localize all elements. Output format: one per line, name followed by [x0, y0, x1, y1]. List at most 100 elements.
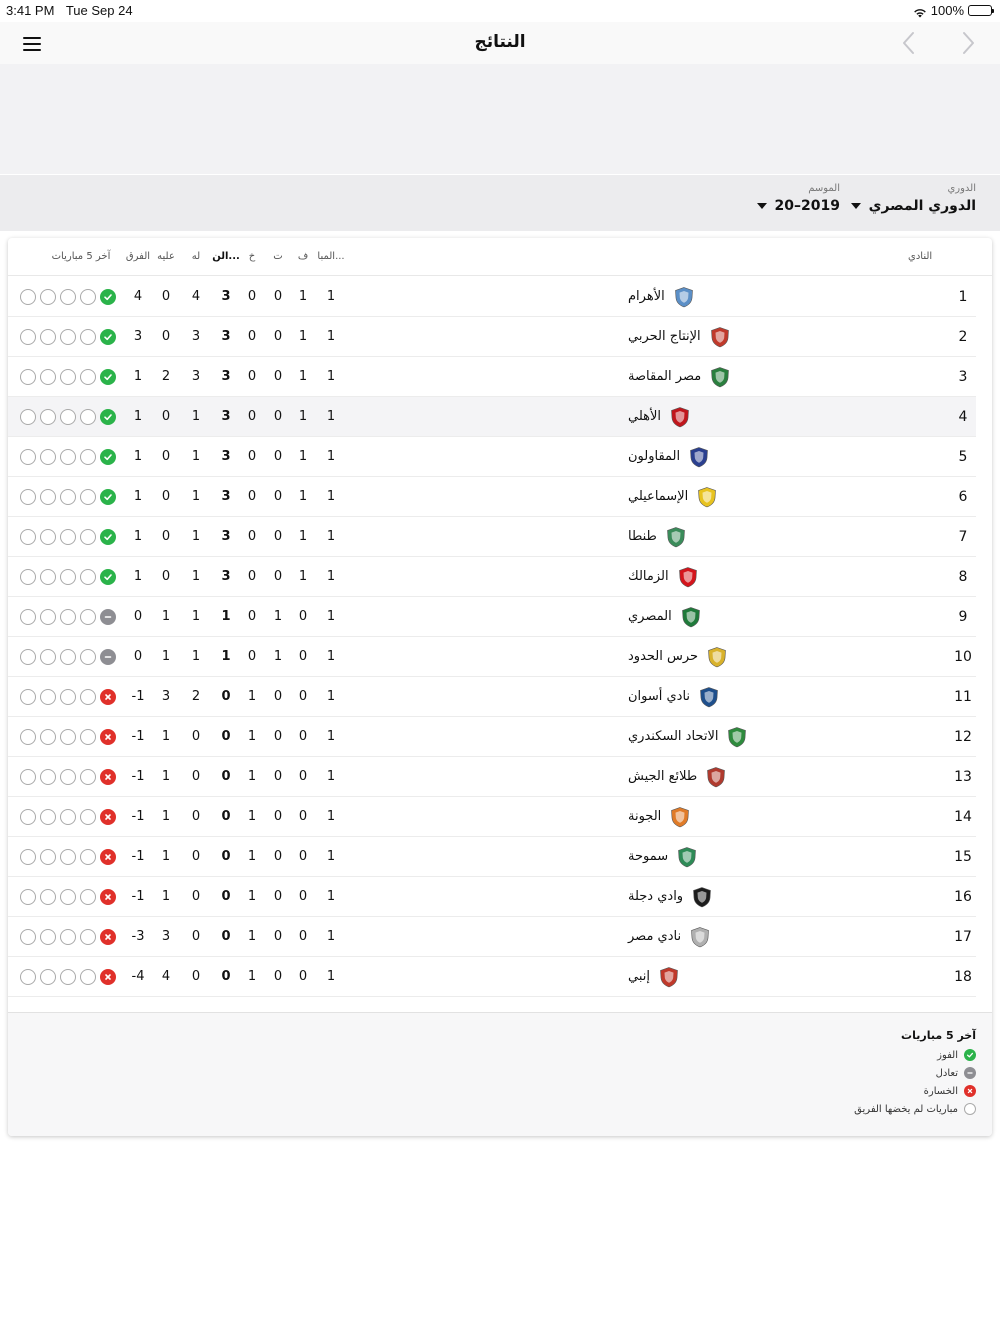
losses: 1: [247, 689, 257, 704]
al-ittihad-logo-icon: [726, 726, 748, 748]
header-goals-against: عليه: [157, 251, 175, 262]
status-bar: 3:41 PM Tue Sep 24 100%: [0, 0, 1000, 22]
not-played-icon: [60, 968, 76, 985]
not-played-icon: [40, 408, 56, 425]
team-name: سموحة: [628, 849, 669, 864]
header-goal-difference: الفرق: [125, 251, 151, 262]
league-label: الدوري: [947, 183, 976, 194]
win-icon: [100, 408, 116, 425]
team-name: الأهرام: [628, 289, 665, 304]
wins: 1: [298, 489, 308, 504]
goals-against: 0: [161, 489, 171, 504]
not-played-icon: [40, 888, 56, 905]
table-row[interactable]: 1 1 1 0 0 3 4 0 4 الأهرام: [8, 277, 976, 317]
win-icon: [100, 488, 116, 505]
table-row[interactable]: 8 1 1 0 0 3 1 0 1 الزمالك: [8, 557, 976, 597]
team-cell: المصري: [628, 597, 928, 636]
matches-played: 1: [326, 609, 336, 624]
tala-ea-el-gaish-logo-icon: [705, 766, 727, 788]
loss-icon: [100, 968, 116, 985]
league-selector[interactable]: الدوري الدوري المصري: [850, 183, 976, 214]
table-row[interactable]: 17 1 0 0 1 0 0 3 -3 نادي مصر: [8, 917, 976, 957]
losses: 1: [247, 849, 257, 864]
table-row[interactable]: 12 1 0 0 1 0 0 1 -1 الاتحاد السكندري: [8, 717, 976, 757]
not-played-icon: [40, 528, 56, 545]
matches-played: 1: [326, 809, 336, 824]
not-played-icon: [80, 488, 96, 505]
team-cell: الزمالك: [628, 557, 928, 596]
loss-icon: [100, 848, 116, 865]
team-cell: طنطا: [628, 517, 928, 556]
table-row[interactable]: 9 1 0 1 0 1 1 1 0 المصري: [8, 597, 976, 637]
goal-difference: 1: [133, 529, 143, 544]
table-row[interactable]: 16 1 0 0 1 0 0 1 -1 وادي دجلة: [8, 877, 976, 917]
header-drawn: ت: [273, 251, 283, 262]
wins: 0: [298, 689, 308, 704]
goal-difference: 4: [133, 289, 143, 304]
team-name: نادي أسوان: [628, 689, 691, 704]
navigation-bar: النتائج: [0, 22, 1000, 64]
season-selector[interactable]: الموسم 2019–20: [756, 183, 840, 214]
form-cell: [20, 477, 120, 516]
matches-played: 1: [326, 769, 336, 784]
table-row[interactable]: 11 1 0 0 1 0 2 3 -1 نادي أسوان: [8, 677, 976, 717]
table-row[interactable]: 10 1 0 1 0 1 1 1 0 حرس الحدود: [8, 637, 976, 677]
team-cell: المقاولون: [628, 437, 928, 476]
table-row[interactable]: 4 1 1 0 0 3 1 0 1 الأهلي: [8, 397, 976, 437]
not-played-icon: [20, 728, 36, 745]
forward-arrow-icon[interactable]: [955, 30, 979, 56]
table-row[interactable]: 7 1 1 0 0 3 1 0 1 طنطا: [8, 517, 976, 557]
legend-item-not-played: مباريات لم يخضها الفريق: [854, 1103, 976, 1115]
draws: 1: [273, 649, 283, 664]
season-label: الموسم: [808, 183, 840, 194]
team-name: الزمالك: [628, 569, 669, 584]
matches-played: 1: [326, 369, 336, 384]
matches-played: 1: [326, 969, 336, 984]
points: 0: [221, 969, 231, 984]
back-arrow-icon[interactable]: [898, 30, 922, 56]
hamburger-menu-icon[interactable]: [23, 37, 41, 51]
losses: 1: [247, 969, 257, 984]
not-played-icon: [40, 768, 56, 785]
goals-against: 1: [161, 889, 171, 904]
team-name: الاتحاد السكندري: [628, 729, 719, 744]
draws: 0: [273, 969, 283, 984]
wadi-degla-logo-icon: [691, 886, 713, 908]
team-cell: طلائع الجيش: [628, 757, 928, 796]
table-row[interactable]: 14 1 0 0 1 0 0 1 -1 الجونة: [8, 797, 976, 837]
not-played-icon: [80, 888, 96, 905]
position: 16: [954, 888, 972, 905]
table-row[interactable]: 13 1 0 0 1 0 0 1 -1 طلائع الجيش: [8, 757, 976, 797]
goals-against: 0: [161, 409, 171, 424]
not-played-icon: [60, 288, 76, 305]
team-name: الإنتاج الحربي: [628, 329, 701, 344]
loss-icon: [100, 728, 116, 745]
form-cell: [20, 397, 120, 436]
table-row[interactable]: 5 1 1 0 0 3 1 0 1 المقاولون: [8, 437, 976, 477]
position: 13: [954, 768, 972, 785]
goals-against: 3: [161, 929, 171, 944]
draws: 0: [273, 889, 283, 904]
table-row[interactable]: 3 1 1 0 0 3 3 2 1 مصر المقاصة: [8, 357, 976, 397]
wins: 1: [298, 449, 308, 464]
goal-difference: -4: [131, 969, 145, 984]
legend: آخر 5 مباريات الفوز تعادل الخسارة مباريات ل…: [8, 1012, 992, 1136]
table-row[interactable]: 6 1 1 0 0 3 1 0 1 الإسماعيلي: [8, 477, 976, 517]
table-row[interactable]: 15 1 0 0 1 0 0 1 -1 سموحة: [8, 837, 976, 877]
not-played-icon: [80, 568, 96, 585]
not-played-icon: [80, 688, 96, 705]
not-played-icon: [60, 528, 76, 545]
table-row[interactable]: 18 1 0 0 1 0 0 4 -4 إنبي: [8, 957, 976, 997]
not-played-icon: [80, 728, 96, 745]
pyramids-logo-icon: [673, 286, 695, 308]
goals-for: 0: [191, 769, 201, 784]
status-right: 100%: [913, 3, 994, 18]
tanta-logo-icon: [665, 526, 687, 548]
not-played-icon: [20, 368, 36, 385]
draws: 0: [273, 929, 283, 944]
points: 3: [221, 289, 231, 304]
misr-makkasa-logo-icon: [709, 366, 731, 388]
not-played-icon: [40, 728, 56, 745]
team-cell: مصر المقاصة: [628, 357, 928, 396]
table-row[interactable]: 2 1 1 0 0 3 3 0 3 الإنتاج الحربي: [8, 317, 976, 357]
